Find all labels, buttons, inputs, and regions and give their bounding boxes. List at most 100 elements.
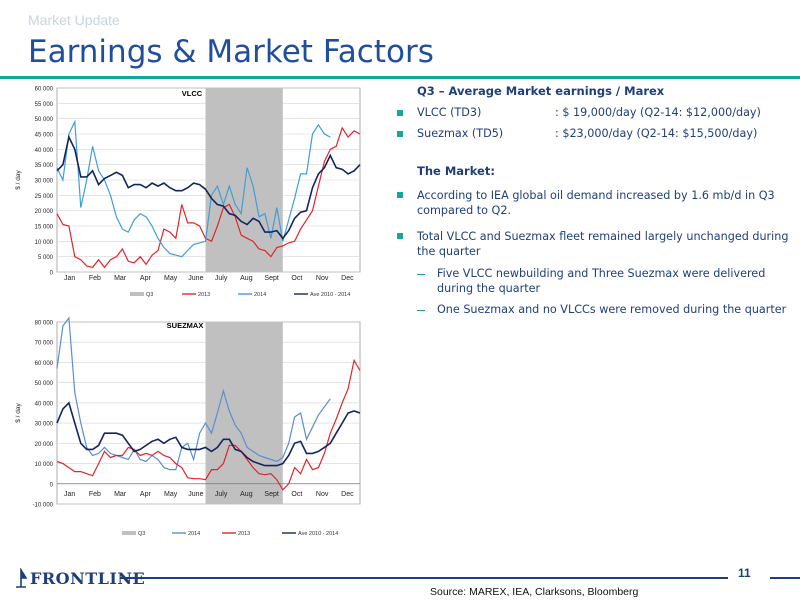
- vlcc-y-tick-label: 40 000: [35, 148, 54, 154]
- vlcc-chart: 0 5 000 10 000 15 000 20 000 25 000 30 000 35 0…: [0, 82, 380, 304]
- rate-value: : $ 19,000/day (Q2-14: $12,000/day): [555, 106, 761, 119]
- vlcc-y-tick-label: 35 000: [35, 163, 54, 169]
- suezmax-y-tick-label: 40 000: [35, 401, 54, 407]
- vlcc-chart-svg: 0 5 000 10 000 15 000 20 000 25 000 30 000 35 0…: [15, 87, 361, 298]
- vlcc-y-tick-label: 50 000: [35, 117, 54, 123]
- vlcc-y-tick-label: 60 000: [35, 87, 54, 93]
- vlcc-legend-label: 2014: [254, 292, 266, 298]
- market-bullet: According to IEA global oil demand incre…: [395, 188, 795, 219]
- suezmax-legend-label: 2014: [188, 531, 200, 537]
- frontline-logo-icon: [16, 568, 28, 588]
- suezmax-chart: -10 000 0 10 000 20 000 30 000 40 000 50 000 60…: [0, 314, 380, 544]
- market-bullet-text: Total VLCC and Suezmax fleet remained la…: [417, 229, 789, 259]
- suezmax-y-tick-label: 30 000: [35, 422, 54, 428]
- suezmax-month-label: June: [188, 491, 203, 498]
- vlcc-month-label: Nov: [316, 275, 329, 282]
- square-bullet-icon: [395, 231, 405, 241]
- source-note: Source: MAREX, IEA, Clarksons, Bloomberg: [430, 586, 639, 598]
- suezmax-month-label: July: [215, 491, 228, 498]
- logo-text: FRONTLINE: [30, 568, 146, 588]
- vlcc-chart-title: VLCC: [182, 89, 203, 98]
- earnings-heading: Q3 – Average Market earnings / Marex: [417, 84, 665, 98]
- vlcc-y-tick-label: 25 000: [35, 194, 54, 200]
- dash-bullet-icon: [417, 310, 425, 312]
- suezmax-month-label: Oct: [291, 491, 302, 498]
- vlcc-y-axis-label: $ / day: [15, 169, 22, 189]
- vlcc-month-label: June: [188, 275, 203, 282]
- suezmax-month-label: Nov: [316, 491, 329, 498]
- vlcc-y-tick-label: 0: [50, 271, 54, 277]
- vlcc-y-tick-label: 30 000: [35, 179, 54, 185]
- suezmax-y-tick-label: 70 000: [35, 341, 54, 347]
- vlcc-y-tick-label: 20 000: [35, 209, 54, 215]
- footer-rule: [120, 577, 728, 579]
- rate-row-vlcc: VLCC (TD3) : $ 19,000/day (Q2-14: $12,00…: [395, 106, 795, 119]
- suezmax-y-tick-label: 50 000: [35, 381, 54, 387]
- vlcc-month-label: Feb: [89, 275, 101, 282]
- vlcc-series-2014: [56, 119, 331, 258]
- page-number: 11: [738, 566, 751, 580]
- market-bullet: Total VLCC and Suezmax fleet remained la…: [395, 229, 795, 260]
- market-bullet-text: According to IEA global oil demand incre…: [417, 189, 775, 218]
- vlcc-month-label: Aug: [240, 275, 253, 282]
- suezmax-y-tick-label: 0: [50, 482, 54, 488]
- vlcc-y-tick-label: 5 000: [38, 255, 54, 261]
- vlcc-legend-label: Ave 2010 - 2014: [310, 292, 350, 298]
- rate-name: Suezmax (TD5): [417, 127, 504, 140]
- vlcc-month-label: Oct: [291, 275, 302, 282]
- vlcc-month-label: May: [164, 275, 178, 282]
- suezmax-legend-label: Q3: [138, 531, 145, 537]
- vlcc-month-label: Mar: [114, 275, 127, 282]
- vlcc-month-label: Dec: [341, 275, 354, 282]
- market-sub-bullet: One Suezmax and no VLCCs were removed du…: [417, 302, 795, 317]
- rate-value: : $23,000/day (Q2-14: $15,500/day): [555, 127, 758, 140]
- dash-bullet-icon: [417, 273, 425, 275]
- square-bullet-icon: [395, 190, 405, 200]
- vlcc-y-tick-label: 15 000: [35, 225, 54, 231]
- suezmax-chart-title: SUEZMAX: [167, 321, 204, 330]
- suezmax-series-ave-2010-2014: [56, 401, 361, 467]
- suezmax-month-label: Jan: [64, 491, 75, 498]
- vlcc-month-label: July: [215, 275, 228, 282]
- square-bullet-icon: [395, 108, 405, 118]
- suezmax-y-tick-label: 80 000: [35, 321, 54, 327]
- suezmax-month-label: Sept: [264, 491, 278, 498]
- market-sub-bullet-text: Five VLCC newbuilding and Three Suezmax …: [437, 266, 766, 295]
- suezmax-y-tick-label: 10 000: [35, 462, 54, 468]
- rate-name: VLCC (TD3): [417, 106, 482, 119]
- suezmax-month-label: Mar: [114, 491, 127, 498]
- market-sub-bullet: Five VLCC newbuilding and Three Suezmax …: [417, 266, 795, 296]
- frontline-logo: FRONTLINE: [14, 568, 145, 588]
- suezmax-y-axis-label: $ / day: [15, 402, 22, 422]
- square-bullet-icon: [395, 129, 405, 139]
- suezmax-series-2013: [56, 358, 361, 491]
- vlcc-series-ave-2010-2014: [56, 134, 361, 240]
- vlcc-series-2013: [56, 126, 361, 269]
- vlcc-legend-label: 2013: [198, 292, 210, 298]
- suezmax-series-2014: [56, 316, 331, 471]
- suezmax-month-label: Aug: [240, 491, 253, 498]
- vlcc-month-label: Jan: [64, 275, 75, 282]
- header-kicker: Market Update: [28, 12, 120, 28]
- vlcc-y-tick-label: 10 000: [35, 240, 54, 246]
- rate-row-suezmax: Suezmax (TD5) : $23,000/day (Q2-14: $15,…: [395, 127, 795, 140]
- suezmax-y-tick-label: -10 000: [33, 503, 54, 509]
- page-title: Earnings & Market Factors: [28, 34, 434, 70]
- vlcc-y-tick-label: 45 000: [35, 133, 54, 139]
- market-sub-bullet-text: One Suezmax and no VLCCs were removed du…: [437, 303, 787, 317]
- suezmax-chart-svg: -10 000 0 10 000 20 000 30 000 40 000 50 000 60…: [15, 316, 361, 537]
- vlcc-q3-shade: [205, 88, 283, 272]
- suezmax-legend-label: Ave 2010 - 2014: [298, 531, 338, 537]
- suezmax-month-label: Dec: [341, 491, 354, 498]
- vlcc-month-label: Apr: [140, 275, 152, 282]
- market-heading: The Market:: [417, 164, 495, 178]
- suezmax-month-label: Apr: [140, 491, 152, 498]
- market-summary: Q3 – Average Market earnings / Marex VLC…: [395, 84, 795, 317]
- suezmax-legend-label: 2013: [238, 531, 250, 537]
- suezmax-month-label: Feb: [89, 491, 101, 498]
- suezmax-y-tick-label: 20 000: [35, 442, 54, 448]
- vlcc-legend-label: Q3: [146, 292, 153, 298]
- suezmax-y-tick-label: 60 000: [35, 361, 54, 367]
- suezmax-month-label: May: [164, 491, 178, 498]
- title-rule: [0, 76, 800, 79]
